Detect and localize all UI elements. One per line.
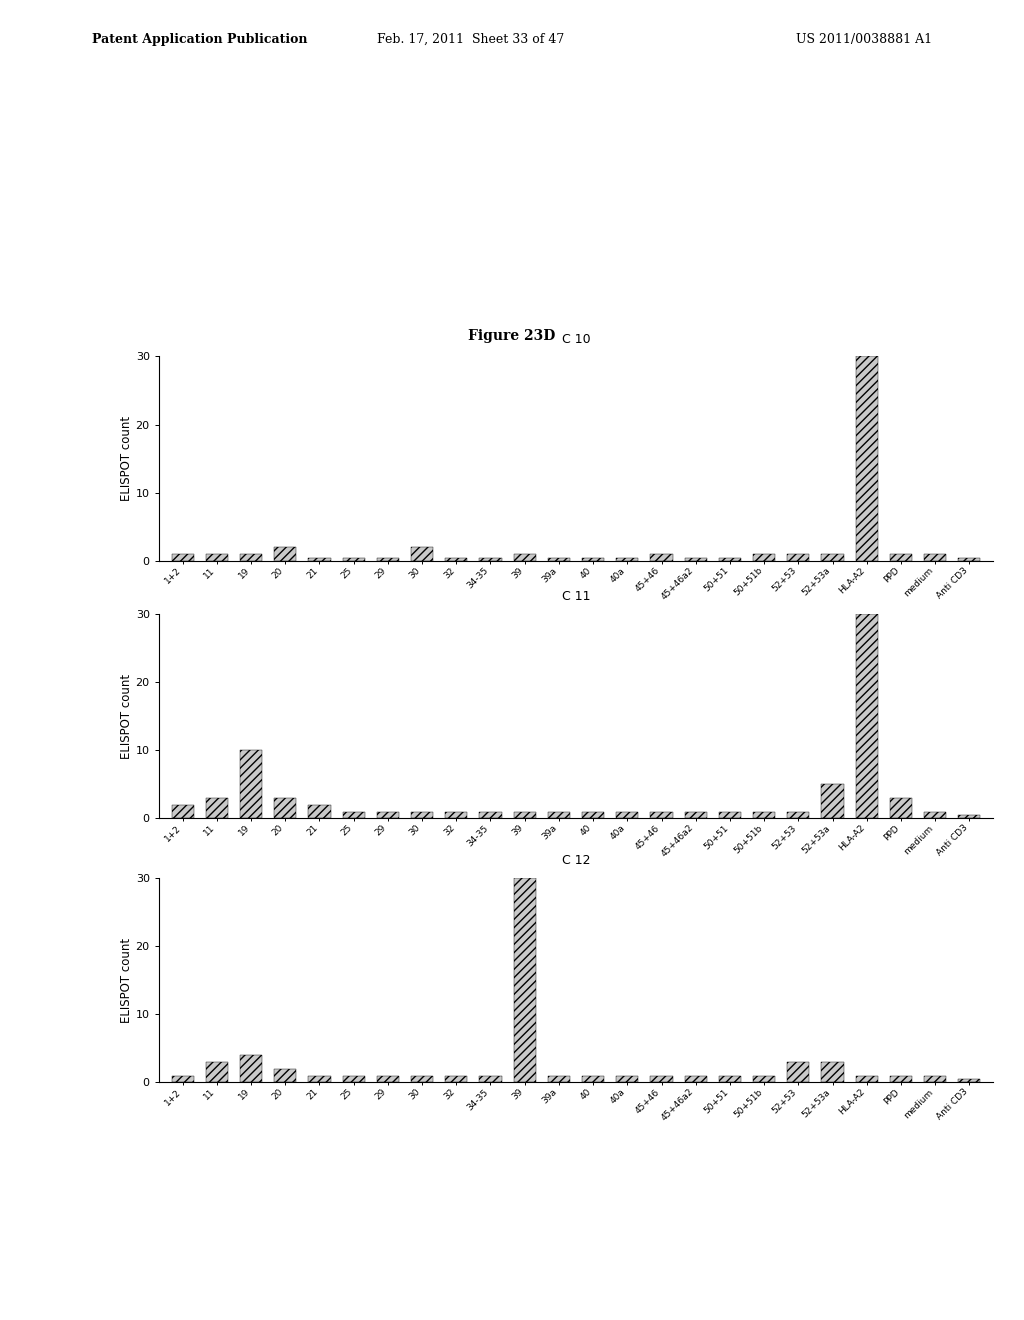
Bar — [856, 356, 878, 561]
Bar — [616, 812, 638, 818]
Bar — [411, 1076, 433, 1082]
Bar — [685, 1076, 707, 1082]
Bar — [582, 1076, 604, 1082]
Bar — [206, 797, 228, 818]
Bar — [787, 1061, 809, 1082]
Bar — [650, 1076, 673, 1082]
Bar — [240, 750, 262, 818]
Bar — [514, 812, 536, 818]
Bar — [343, 1076, 365, 1082]
Bar — [616, 1076, 638, 1082]
Y-axis label: ELISPOT count: ELISPOT count — [120, 416, 133, 502]
Bar — [274, 1069, 296, 1082]
Bar — [924, 554, 946, 561]
Bar — [582, 557, 604, 561]
Bar — [377, 1076, 399, 1082]
Bar — [821, 784, 844, 818]
Bar — [479, 812, 502, 818]
Bar — [856, 1076, 878, 1082]
Bar — [308, 805, 331, 818]
Bar — [411, 548, 433, 561]
Bar — [582, 812, 604, 818]
Bar — [753, 554, 775, 561]
Bar — [753, 1076, 775, 1082]
Bar — [650, 812, 673, 818]
Bar — [274, 797, 296, 818]
Bar — [514, 878, 536, 1082]
Bar — [753, 812, 775, 818]
Bar — [821, 1061, 844, 1082]
Text: C 11: C 11 — [562, 590, 590, 603]
Bar — [445, 557, 467, 561]
Bar — [308, 557, 331, 561]
Text: Feb. 17, 2011  Sheet 33 of 47: Feb. 17, 2011 Sheet 33 of 47 — [378, 33, 564, 46]
Bar — [548, 557, 570, 561]
Bar — [650, 554, 673, 561]
Bar — [958, 557, 980, 561]
Text: US 2011/0038881 A1: US 2011/0038881 A1 — [796, 33, 932, 46]
Bar — [308, 1076, 331, 1082]
Bar — [445, 1076, 467, 1082]
Bar — [274, 548, 296, 561]
Bar — [924, 812, 946, 818]
Bar — [206, 1061, 228, 1082]
Bar — [206, 554, 228, 561]
Bar — [411, 812, 433, 818]
Bar — [856, 614, 878, 818]
Bar — [924, 1076, 946, 1082]
Bar — [445, 812, 467, 818]
Bar — [172, 554, 194, 561]
Text: C 12: C 12 — [562, 854, 590, 867]
Bar — [685, 557, 707, 561]
Bar — [479, 557, 502, 561]
Bar — [616, 557, 638, 561]
Y-axis label: ELISPOT count: ELISPOT count — [120, 937, 133, 1023]
Bar — [172, 1076, 194, 1082]
Bar — [719, 557, 741, 561]
Bar — [343, 812, 365, 818]
Bar — [719, 1076, 741, 1082]
Bar — [343, 557, 365, 561]
Bar — [377, 557, 399, 561]
Bar — [685, 812, 707, 818]
Bar — [787, 812, 809, 818]
Bar — [240, 1055, 262, 1082]
Bar — [821, 554, 844, 561]
Bar — [890, 554, 912, 561]
Bar — [479, 1076, 502, 1082]
Bar — [240, 554, 262, 561]
Text: Patent Application Publication: Patent Application Publication — [92, 33, 307, 46]
Bar — [719, 812, 741, 818]
Bar — [958, 1078, 980, 1082]
Bar — [548, 812, 570, 818]
Text: Figure 23D: Figure 23D — [468, 329, 556, 343]
Bar — [890, 1076, 912, 1082]
Bar — [958, 814, 980, 818]
Bar — [787, 554, 809, 561]
Y-axis label: ELISPOT count: ELISPOT count — [120, 673, 133, 759]
Text: C 10: C 10 — [562, 333, 590, 346]
Bar — [890, 797, 912, 818]
Bar — [548, 1076, 570, 1082]
Bar — [377, 812, 399, 818]
Bar — [172, 805, 194, 818]
Bar — [514, 554, 536, 561]
